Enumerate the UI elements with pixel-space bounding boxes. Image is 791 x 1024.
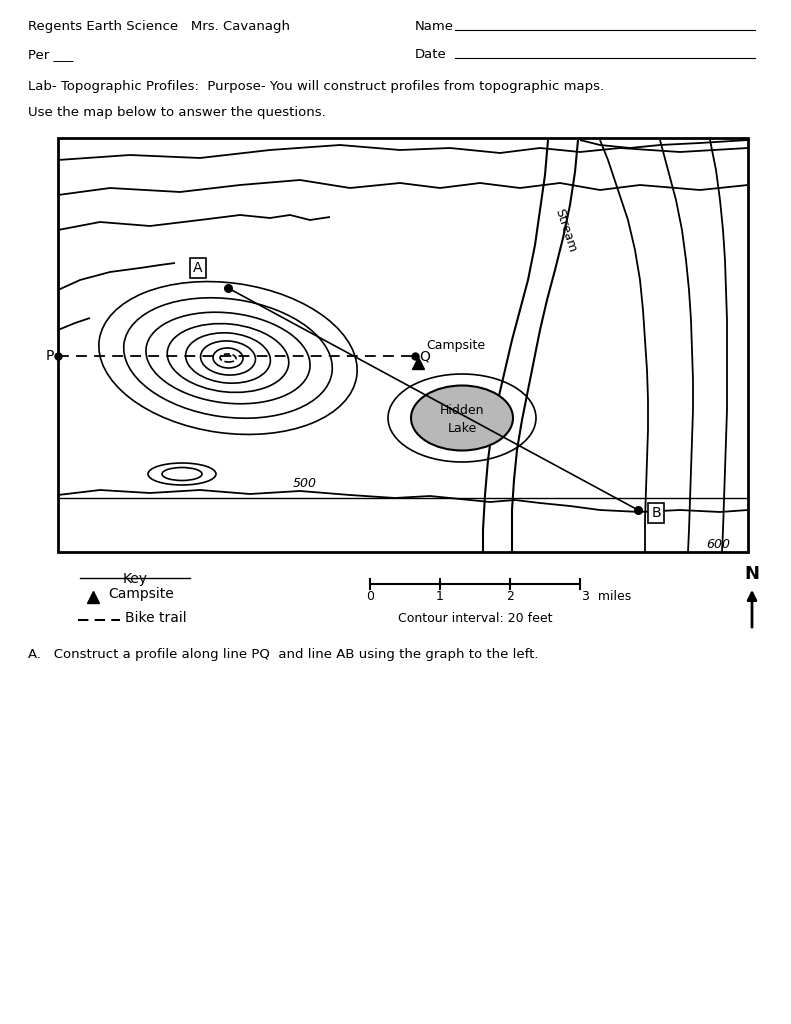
Text: Q: Q	[419, 349, 430, 362]
Text: 500: 500	[293, 477, 317, 490]
Text: Hidden: Hidden	[440, 403, 484, 417]
Text: Lake: Lake	[448, 422, 477, 434]
Text: Contour interval: 20 feet: Contour interval: 20 feet	[398, 612, 552, 626]
Text: 2: 2	[506, 591, 514, 603]
Text: Lab- Topographic Profiles:  Purpose- You will construct profiles from topographi: Lab- Topographic Profiles: Purpose- You …	[28, 80, 604, 93]
Bar	[58, 138, 748, 552]
Text: Campsite: Campsite	[426, 339, 485, 351]
Text: 3  miles: 3 miles	[582, 591, 631, 603]
Text: Key: Key	[123, 572, 147, 586]
Text: Stream: Stream	[552, 207, 578, 254]
Text: Campsite: Campsite	[108, 587, 174, 601]
Text: 1: 1	[436, 591, 444, 603]
Text: P: P	[46, 349, 54, 362]
Text: Date: Date	[415, 48, 447, 61]
Text: Regents Earth Science   Mrs. Cavanagh: Regents Earth Science Mrs. Cavanagh	[28, 20, 290, 33]
Text: Per ___: Per ___	[28, 48, 74, 61]
Text: A: A	[193, 261, 202, 275]
Ellipse shape	[411, 385, 513, 451]
Text: B: B	[651, 506, 660, 520]
Text: A.   Construct a profile along line PQ  and line AB using the graph to the left.: A. Construct a profile along line PQ and…	[28, 648, 539, 662]
Text: N: N	[744, 565, 759, 583]
Text: Name: Name	[415, 20, 454, 33]
Text: Bike trail: Bike trail	[125, 611, 187, 625]
Text: 600: 600	[706, 539, 730, 552]
Text: Use the map below to answer the questions.: Use the map below to answer the question…	[28, 106, 326, 119]
Text: 0: 0	[366, 591, 374, 603]
